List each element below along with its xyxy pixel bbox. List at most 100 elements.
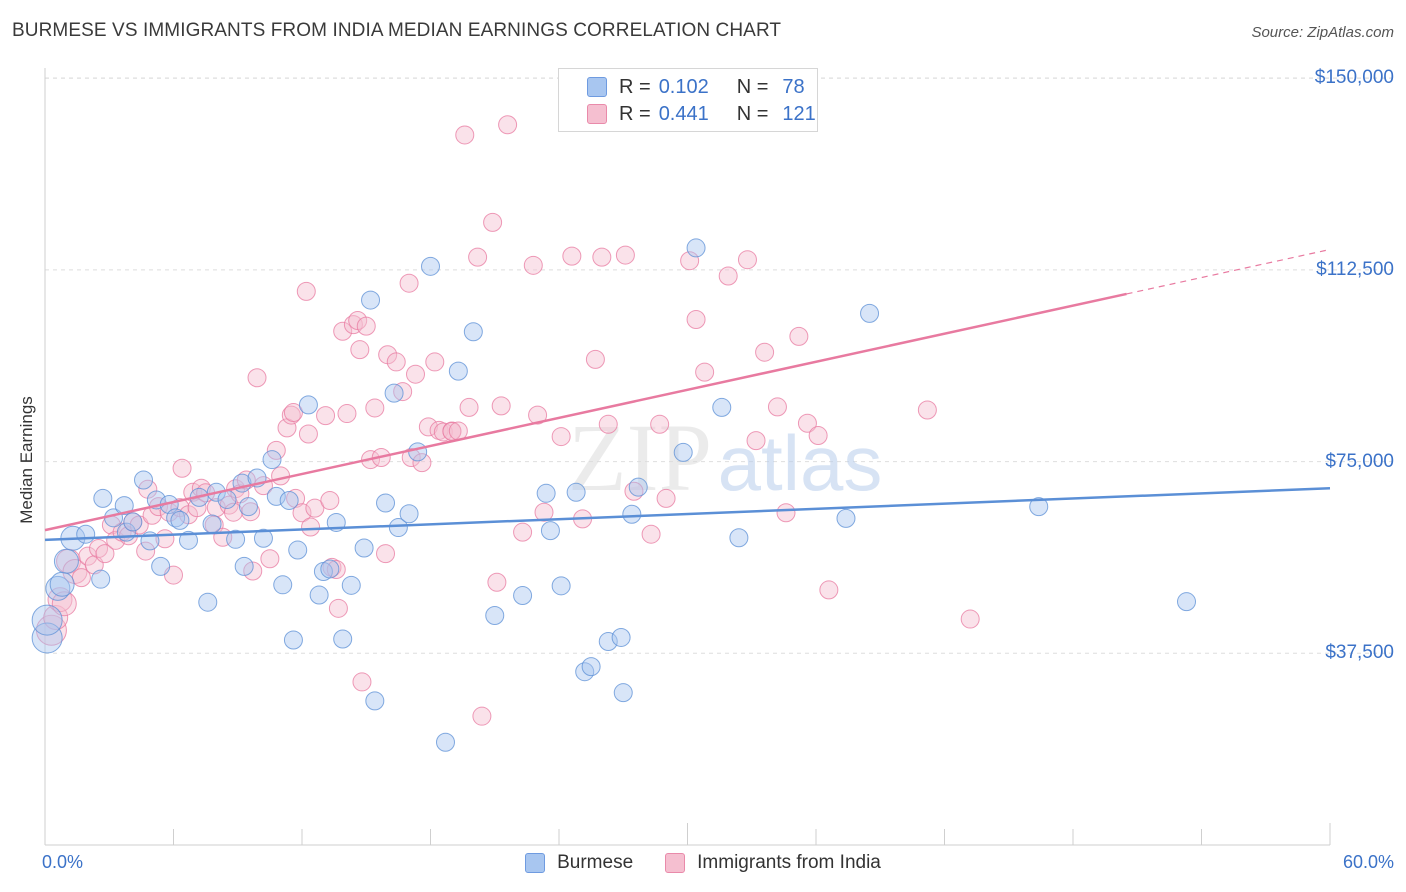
legend-swatch-burmese (587, 77, 607, 97)
point-burmese (31, 622, 63, 654)
point-burmese (575, 662, 595, 682)
point-burmese (31, 604, 63, 636)
point-burmese (288, 540, 308, 560)
point-india (718, 266, 738, 286)
point-burmese (673, 442, 693, 462)
point-burmese (408, 442, 428, 462)
point-india (365, 398, 385, 418)
trend-line-india (44, 292, 1127, 532)
point-india (95, 544, 115, 564)
point-india (585, 349, 605, 369)
point-india (406, 364, 426, 384)
point-burmese (686, 238, 706, 258)
point-india (316, 406, 336, 426)
point-india (650, 414, 670, 434)
point-burmese (613, 683, 633, 703)
point-india (260, 549, 280, 569)
point-burmese (76, 524, 96, 544)
point-burmese (226, 529, 246, 549)
legend-swatch-burmese (525, 853, 546, 873)
point-india (305, 498, 325, 518)
point-india (797, 413, 817, 433)
point-india (656, 488, 676, 508)
point-india (776, 503, 796, 523)
point-burmese (151, 556, 171, 576)
legend-row-india: R = 0.441 N = 121 (587, 101, 816, 127)
stats-legend: R = 0.102 N = 78 R = 0.441 N = 121 (558, 68, 818, 132)
point-burmese (365, 691, 385, 711)
point-india (292, 503, 312, 523)
point-india (283, 403, 303, 423)
point-india (271, 466, 291, 486)
series-legend: Burmese Immigrants from India (0, 852, 1406, 874)
point-india (89, 539, 109, 559)
point-india (487, 572, 507, 592)
x-tick-label-max: 60.0% (1342, 852, 1394, 872)
y-tick-label: $37,500 (1325, 642, 1394, 664)
legend-swatch-india (665, 853, 686, 873)
x-ticks (44, 823, 1331, 845)
point-india (223, 502, 243, 522)
point-india (746, 431, 766, 451)
watermark-zip: ZIP (568, 404, 712, 511)
point-india (523, 255, 543, 275)
point-india (425, 352, 445, 372)
point-india (459, 397, 479, 417)
point-india (376, 544, 396, 564)
point-india (418, 417, 438, 437)
point-burmese (860, 303, 880, 323)
point-burmese (279, 490, 299, 510)
point-india (472, 706, 492, 726)
point-india (534, 502, 554, 522)
point-india (498, 115, 518, 135)
point-burmese (354, 538, 374, 558)
point-burmese (93, 488, 113, 508)
point-india (328, 598, 348, 618)
point-burmese (361, 290, 381, 310)
point-india (320, 490, 340, 510)
point-india (917, 400, 937, 420)
source-label: Source: ZipAtlas.com (1251, 24, 1394, 41)
point-india (755, 342, 775, 362)
point-india (695, 362, 715, 382)
point-burmese (198, 592, 218, 612)
legend-n-value-india: 121 (782, 102, 816, 125)
y-tick-label: $75,000 (1325, 450, 1394, 472)
point-india (819, 580, 839, 600)
trend-line-extension-india (1126, 248, 1331, 295)
point-india (337, 404, 357, 424)
y-axis-label: Median Earnings (17, 396, 36, 524)
point-burmese (283, 630, 303, 650)
point-burmese (178, 530, 198, 550)
point-burmese (729, 528, 749, 548)
point-india (641, 524, 661, 544)
point-india (301, 517, 321, 537)
legend-row-burmese: R = 0.102 N = 78 (587, 74, 805, 100)
legend-item-india[interactable]: Immigrants from India (665, 852, 881, 874)
point-india (680, 251, 700, 271)
legend-item-burmese[interactable]: Burmese (525, 852, 633, 874)
point-burmese (836, 508, 856, 528)
point-india (562, 246, 582, 266)
point-india (243, 561, 263, 581)
point-india (592, 247, 612, 267)
point-burmese (421, 256, 440, 276)
point-burmese (384, 383, 404, 403)
point-india (598, 414, 618, 434)
point-burmese (91, 569, 111, 589)
legend-r-label: R = (619, 102, 651, 125)
point-burmese (376, 493, 396, 513)
watermark: ZIP atlas (568, 404, 882, 511)
point-burmese (217, 489, 237, 509)
point-india (513, 522, 533, 542)
point-burmese (399, 504, 419, 524)
point-india (686, 310, 706, 330)
point-burmese (712, 397, 732, 417)
point-burmese (611, 627, 631, 647)
point-india (789, 326, 809, 346)
trend-line-burmese (44, 486, 1331, 542)
point-burmese (49, 571, 75, 597)
point-india (281, 405, 301, 425)
point-burmese (134, 470, 154, 490)
